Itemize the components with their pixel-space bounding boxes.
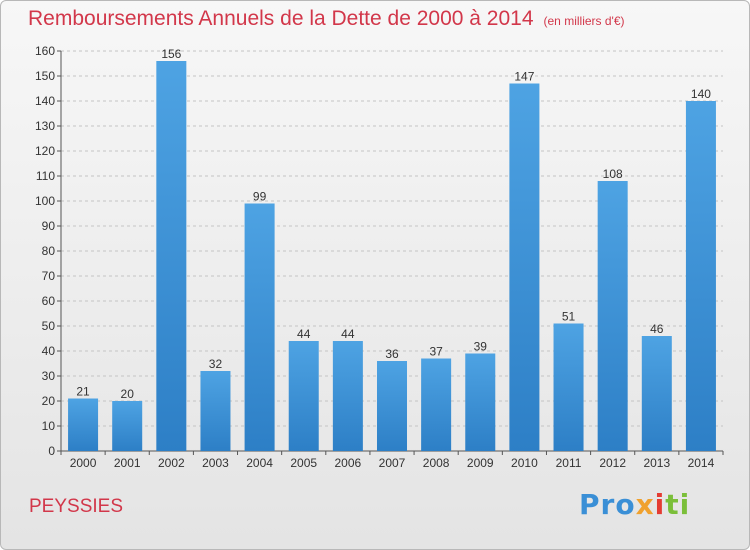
data-label: 46: [650, 322, 664, 336]
x-tick-label: 2004: [246, 456, 273, 470]
bar: [200, 371, 231, 451]
data-label: 21: [76, 385, 90, 399]
x-tick-label: 2014: [688, 456, 715, 470]
x-tick-label: 2012: [599, 456, 626, 470]
bar: [509, 83, 540, 451]
logo-part-2: x: [635, 488, 655, 521]
data-label: 108: [603, 167, 623, 181]
bar: [376, 361, 408, 451]
data-label: 51: [562, 310, 576, 324]
chart-title: Remboursements Annuels de la Dette de 20…: [28, 7, 625, 30]
x-tick-label: 2002: [158, 456, 185, 470]
bar: [597, 181, 628, 451]
bar: [421, 358, 452, 451]
y-tick-label: 160: [35, 44, 55, 58]
x-tick-label: 2008: [423, 456, 450, 470]
x-tick-label: 2009: [467, 456, 494, 470]
y-tick-label: 50: [42, 319, 56, 333]
x-tick-label: 2005: [290, 456, 317, 470]
y-tick-label: 80: [42, 244, 56, 258]
y-tick-label: 140: [35, 94, 55, 108]
data-label: 39: [474, 340, 488, 354]
proxiti-logo: Proxiti: [579, 488, 690, 521]
logo-part-3: i: [654, 488, 666, 521]
data-label: 32: [209, 357, 223, 371]
y-tick-label: 110: [36, 169, 55, 183]
bar: [244, 203, 275, 451]
x-tick-label: 2001: [114, 456, 141, 470]
y-tick-label: 60: [42, 294, 56, 308]
y-tick-label: 30: [42, 369, 56, 383]
data-label: 44: [297, 327, 311, 341]
bar: [465, 353, 496, 451]
y-tick-label: 40: [42, 344, 56, 358]
bar: [156, 61, 187, 451]
y-tick-label: 130: [35, 119, 55, 133]
bar: [641, 336, 672, 451]
x-tick-label: 2000: [70, 456, 97, 470]
bar: [288, 341, 319, 451]
y-tick-label: 150: [35, 69, 55, 83]
bar: [332, 341, 363, 451]
commune-name: PEYSSIES: [29, 496, 123, 517]
y-tick-label: 90: [42, 219, 56, 233]
bar: [68, 398, 99, 451]
data-label: 99: [253, 190, 267, 204]
bar: [685, 101, 716, 451]
data-label: 140: [691, 87, 711, 101]
x-tick-label: 2011: [556, 456, 582, 470]
data-label: 37: [429, 345, 443, 359]
data-label: 156: [161, 47, 181, 61]
y-tick-label: 0: [48, 444, 55, 458]
x-tick-label: 2013: [643, 456, 670, 470]
data-label: 44: [341, 327, 355, 341]
data-label: 20: [121, 387, 135, 401]
y-tick-label: 70: [42, 269, 56, 283]
y-tick-label: 10: [42, 419, 56, 433]
logo-part-4: ti: [665, 488, 691, 521]
logo-part-1: Pro: [579, 488, 636, 521]
y-tick-label: 120: [35, 144, 55, 158]
x-tick-label: 2007: [379, 456, 406, 470]
y-tick-label: 20: [42, 394, 56, 408]
data-label: 147: [514, 70, 534, 84]
bar: [112, 401, 143, 451]
unit-label: (en milliers d'€): [543, 14, 625, 28]
x-tick-label: 2003: [202, 456, 229, 470]
x-tick-label: 2006: [335, 456, 362, 470]
bar: [553, 323, 584, 451]
data-label: 36: [385, 347, 399, 361]
x-tick-label: 2010: [511, 456, 538, 470]
y-tick-label: 100: [35, 194, 55, 208]
